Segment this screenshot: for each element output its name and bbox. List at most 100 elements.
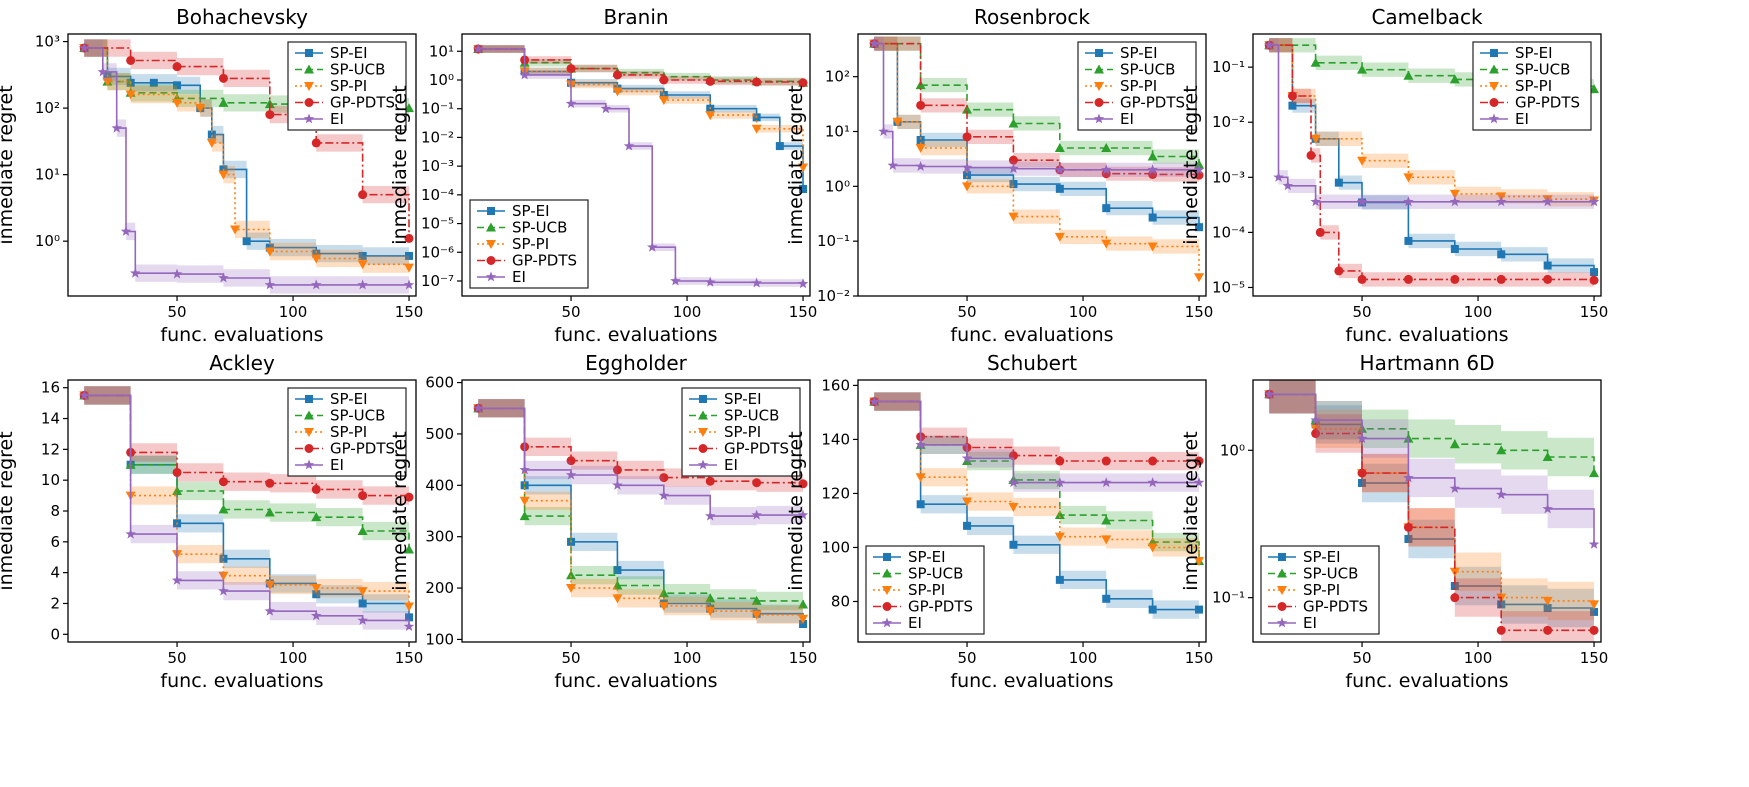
marker-gp-pdts: [1589, 625, 1599, 635]
axes-frame: [461, 33, 811, 297]
marker-sp-ei: [1404, 236, 1413, 245]
y-tick-label: 10⁻⁵: [421, 215, 454, 233]
x-tick-label: 100: [1464, 649, 1493, 667]
legend-label-sp-ucb: SP-UCB: [724, 407, 779, 425]
x-tick-label: 100: [673, 649, 702, 667]
marker-sp-ei: [613, 566, 622, 575]
legend-label-ei: EI: [1120, 110, 1134, 128]
legend-label-ei: EI: [512, 268, 526, 286]
marker-ei: [887, 160, 898, 170]
legend-label-sp-ei: SP-EI: [512, 202, 550, 220]
legend-marker-gp-pdts: [1277, 602, 1287, 611]
legend-marker-sp-ucb: [1277, 568, 1287, 578]
marker-sp-pi: [705, 607, 716, 617]
x-tick-label: 150: [395, 649, 424, 667]
legend-marker-sp-pi: [304, 428, 314, 437]
marker-sp-pi: [1008, 212, 1019, 222]
y-axis-label: inmediate regret: [0, 85, 17, 244]
y-axis-label: inmediate regret: [1180, 85, 1202, 244]
marker-sp-pi: [566, 584, 577, 594]
plot-area: [473, 399, 809, 634]
legend-marker-gp-pdts: [882, 602, 892, 611]
marker-gp-pdts: [1101, 456, 1111, 466]
marker-sp-pi: [658, 96, 669, 106]
legend-label-sp-ei: SP-EI: [1120, 44, 1158, 62]
marker-ei: [658, 490, 670, 500]
marker-sp-ucb: [1449, 439, 1460, 449]
legend-marker-sp-ei: [305, 395, 313, 403]
y-tick-label: 10⁻¹: [421, 100, 454, 118]
marker-ei: [1264, 388, 1275, 399]
marker-ei: [1356, 196, 1368, 207]
x-tick-label: 50: [1352, 303, 1371, 321]
x-tick-label: 150: [395, 303, 424, 321]
legend-marker-sp-pi: [1277, 586, 1287, 595]
axes-frame: [1252, 33, 1602, 297]
y-tick-label: 10⁻⁵: [1212, 278, 1245, 296]
marker-sp-pi: [1008, 502, 1019, 512]
marker-sp-ei: [312, 590, 321, 599]
legend-label-sp-ucb: SP-UCB: [1515, 61, 1570, 79]
line-gp-pdts: [84, 47, 410, 239]
legend-marker-ei: [1276, 617, 1288, 628]
legend-label-sp-pi: SP-PI: [724, 423, 761, 441]
marker-ei: [565, 469, 577, 480]
band-sp-ei: [84, 386, 409, 627]
marker-sp-ei: [1148, 213, 1157, 222]
legend-marker-sp-ucb: [486, 222, 496, 232]
marker-gp-pdts: [1008, 155, 1018, 165]
legend-label-ei: EI: [330, 110, 344, 128]
legend-marker-sp-ucb: [304, 64, 314, 74]
marker-sp-pi: [1101, 535, 1112, 545]
marker-gp-pdts: [1311, 429, 1321, 439]
y-tick-label: 10⁻⁶: [421, 243, 454, 261]
marker-gp-pdts: [798, 78, 808, 88]
line-gp-pdts: [874, 42, 1200, 176]
marker-sp-pi: [195, 104, 206, 114]
marker-sp-ei: [1334, 178, 1343, 187]
line-sp-pi: [1269, 393, 1595, 605]
marker-ei: [915, 439, 926, 450]
marker-ei: [264, 605, 276, 616]
marker-gp-pdts: [1357, 274, 1367, 284]
marker-ei: [1101, 477, 1112, 488]
band-sp-pi: [84, 39, 409, 277]
marker-gp-pdts: [1194, 456, 1204, 466]
y-tick-label: 200: [425, 579, 454, 597]
marker-ei: [1282, 180, 1293, 191]
marker-gp-pdts: [1496, 625, 1506, 635]
marker-sp-ucb: [751, 595, 762, 605]
x-tick-label: 50: [957, 649, 976, 667]
legend-marker-sp-pi: [698, 428, 708, 437]
legend-marker-sp-ei: [305, 49, 313, 57]
legend-label-sp-pi: SP-PI: [1120, 77, 1157, 95]
marker-gp-pdts: [126, 55, 136, 65]
marker-sp-ei: [1543, 604, 1552, 613]
marker-gp-pdts: [311, 484, 321, 494]
marker-sp-ei: [1450, 581, 1459, 590]
marker-gp-pdts: [798, 479, 808, 489]
marker-gp-pdts: [358, 190, 368, 200]
marker-ei: [519, 69, 530, 80]
chart-panel-1: Bohachevsky 50 100 150 10⁰ 10¹ 10² 10³ func. eva…: [0, 5, 423, 346]
marker-ei: [869, 38, 880, 49]
legend-label-sp-ei: SP-EI: [330, 390, 368, 408]
legend-label-sp-ei: SP-EI: [1515, 44, 1553, 62]
marker-sp-ei: [1195, 223, 1204, 232]
legend-marker-gp-pdts: [1094, 98, 1104, 107]
marker-sp-ei: [1358, 478, 1367, 487]
marker-gp-pdts: [1315, 227, 1325, 237]
legend-marker-gp-pdts: [1489, 98, 1499, 107]
marker-sp-ei: [405, 613, 414, 622]
x-tick-label: 150: [1185, 649, 1214, 667]
marker-sp-pi: [311, 584, 322, 594]
legend-marker-sp-ucb: [1489, 64, 1499, 74]
x-tick-label: 150: [1185, 303, 1214, 321]
x-tick-label: 100: [279, 303, 308, 321]
marker-gp-pdts: [404, 492, 414, 502]
y-tick-label: 10²: [35, 99, 60, 117]
legend-label-gp-pdts: GP-PDTS: [1303, 598, 1368, 616]
y-tick-label: 10²: [825, 68, 850, 86]
